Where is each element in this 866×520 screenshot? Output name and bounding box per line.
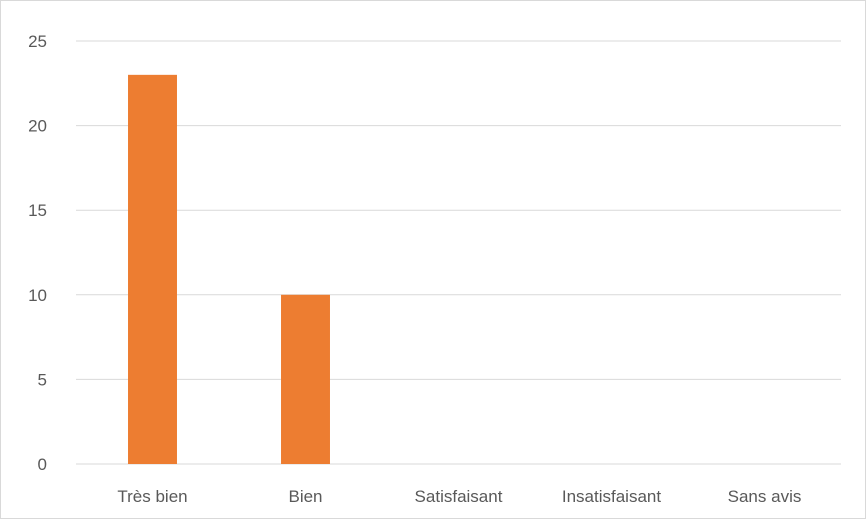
y-tick-label: 25 [28,32,47,51]
bar [128,74,177,464]
x-tick-label: Très bien [117,487,187,506]
y-tick-label: 5 [38,370,47,389]
y-axis-ticks: 0 5 10 15 20 25 [28,32,47,474]
y-tick-label: 0 [38,455,47,474]
x-tick-label: Bien [288,487,322,506]
x-tick-label: Sans avis [728,487,802,506]
x-tick-label: Insatisfaisant [562,487,661,506]
x-tick-label: Satisfaisant [415,487,503,506]
gridlines [76,40,841,465]
bars [128,74,330,464]
y-tick-label: 10 [28,286,47,305]
y-tick-label: 20 [28,117,47,136]
x-axis-ticks: Très bien Bien Satisfaisant Insatisfaisant S… [117,487,801,506]
y-tick-label: 15 [28,201,47,220]
bar [281,294,330,464]
